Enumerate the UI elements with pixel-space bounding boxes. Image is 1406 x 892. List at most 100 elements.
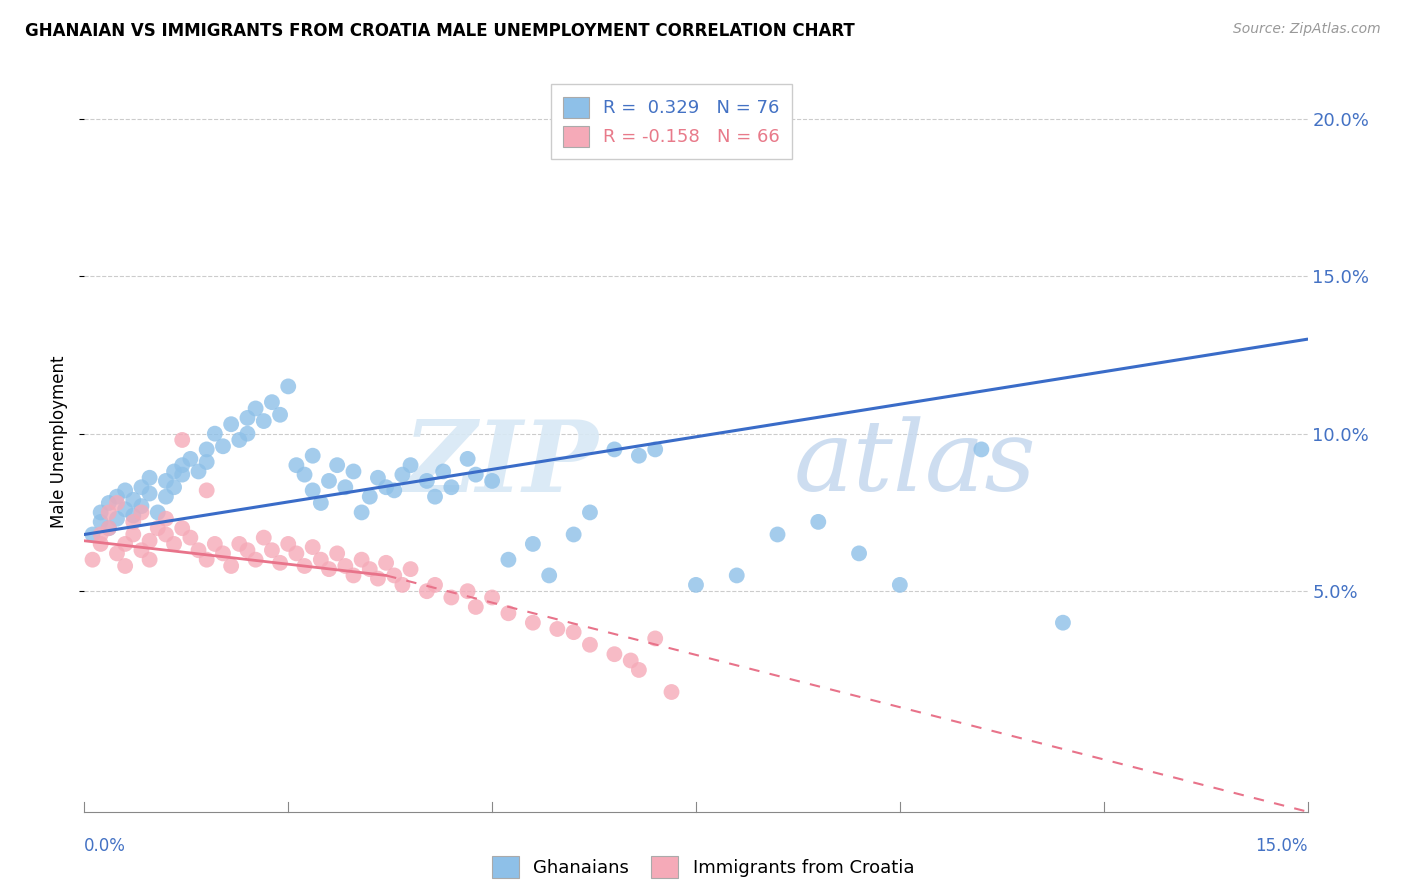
Point [603,647,626,661]
Point [335,559,357,574]
Point [131,505,153,519]
Point [163,465,186,479]
Point [603,442,626,457]
Text: GHANAIAN VS IMMIGRANTS FROM CROATIA MALE UNEMPLOYMENT CORRELATION CHART: GHANAIAN VS IMMIGRANTS FROM CROATIA MALE… [25,22,855,40]
Point [309,496,332,510]
Point [245,552,267,566]
Point [1052,615,1074,630]
Point [464,599,486,614]
Point [382,483,405,498]
Point [236,411,259,425]
Point [105,546,128,560]
Point [432,465,454,479]
Point [391,578,413,592]
Point [236,543,259,558]
Point [138,533,160,548]
Point [294,467,316,482]
Point [627,449,650,463]
Legend: Ghanaians, Immigrants from Croatia: Ghanaians, Immigrants from Croatia [485,849,921,886]
Text: atlas: atlas [794,416,1036,511]
Point [195,552,218,566]
Point [195,483,218,498]
Point [82,552,104,566]
Point [285,546,308,560]
Point [661,685,683,699]
Point [253,414,276,428]
Point [457,451,479,466]
Point [399,562,422,576]
Point [399,458,422,472]
Point [146,521,169,535]
Point [228,537,250,551]
Point [114,502,136,516]
Point [172,433,194,447]
Point [579,505,602,519]
Point [350,505,373,519]
Point [498,552,520,566]
Point [155,474,177,488]
Point [538,568,561,582]
Point [138,486,160,500]
Point [219,559,242,574]
Point [172,521,194,535]
Point [620,653,643,667]
Point [644,632,666,646]
Point [105,496,128,510]
Point [212,546,235,560]
Point [807,515,830,529]
Point [342,568,364,582]
Point [391,467,413,482]
Point [97,521,120,535]
Point [131,499,153,513]
Point [90,515,112,529]
Point [179,531,201,545]
Point [423,490,446,504]
Point [269,556,291,570]
Point [440,480,463,494]
Point [335,480,357,494]
Point [970,442,993,457]
Point [122,527,145,541]
Point [155,490,177,504]
Point [155,512,177,526]
Point [245,401,267,416]
Point [367,471,389,485]
Point [562,527,585,541]
Point [114,483,136,498]
Point [187,543,209,558]
Point [277,537,299,551]
Point [97,521,120,535]
Point [260,543,283,558]
Point [644,442,666,457]
Point [90,537,112,551]
Point [97,505,120,519]
Point [163,537,186,551]
Point [163,480,186,494]
Point [766,527,789,541]
Point [498,606,520,620]
Point [464,467,486,482]
Point [301,449,323,463]
Point [416,474,439,488]
Point [204,426,226,441]
Point [195,442,218,457]
Point [138,471,160,485]
Point [114,537,136,551]
Point [90,505,112,519]
Point [122,508,145,523]
Point [562,625,585,640]
Point [155,527,177,541]
Text: ZIP: ZIP [404,416,598,512]
Point [359,562,381,576]
Point [522,537,544,551]
Point [457,584,479,599]
Point [179,451,201,466]
Point [522,615,544,630]
Point [187,465,209,479]
Point [277,379,299,393]
Point [375,556,398,570]
Point [440,591,463,605]
Point [146,505,169,519]
Point [138,552,160,566]
Point [326,458,349,472]
